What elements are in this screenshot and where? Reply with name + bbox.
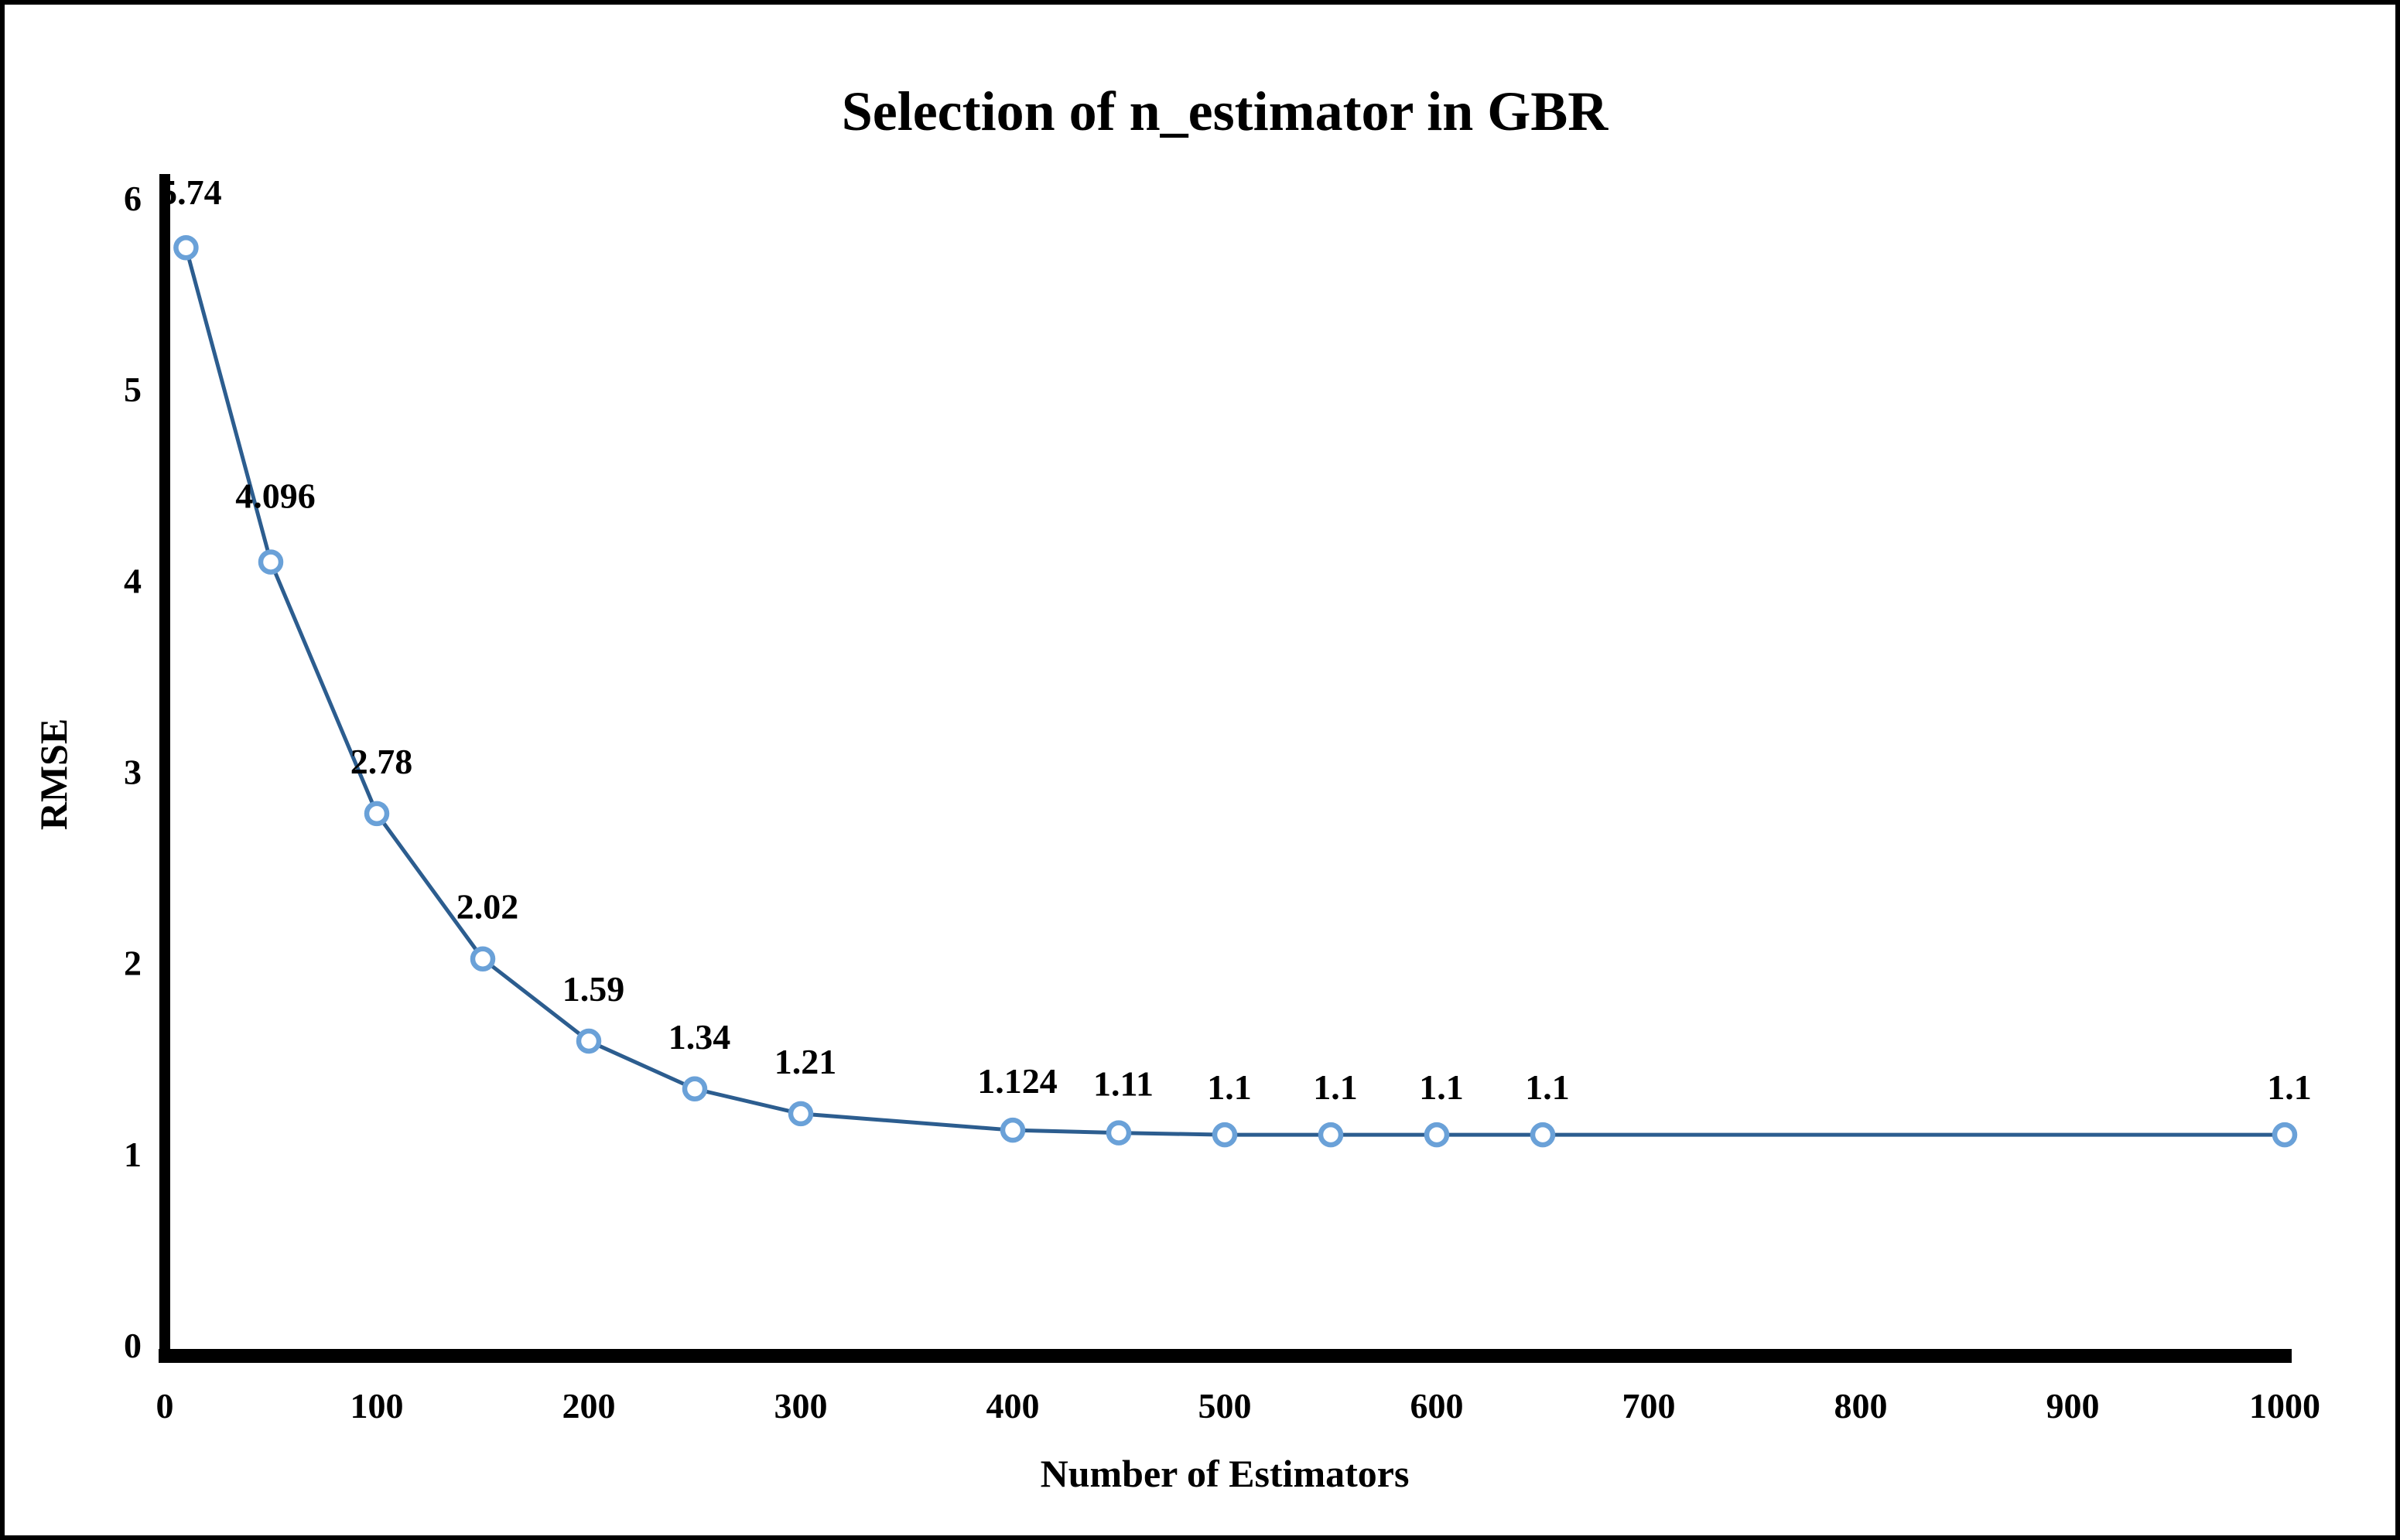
y-tick-label: 2: [124, 944, 142, 983]
data-point-label: 4.096: [235, 476, 316, 516]
x-tick-label: 700: [1622, 1386, 1676, 1426]
x-tick-label: 1000: [2249, 1386, 2320, 1426]
x-tick-label: 300: [774, 1386, 828, 1426]
x-tick-label: 800: [1834, 1386, 1888, 1426]
chart-title: Selection of n_estimator in GBR: [842, 80, 1609, 142]
data-point-marker: [788, 1101, 814, 1127]
y-tick-label: 5: [124, 370, 142, 409]
data-point-label: 1.124: [977, 1061, 1058, 1101]
data-labels: 5.74 4.096 2.78 2.02 1.59 1.34 1.21 1.124 1.11 1.…: [159, 172, 2312, 1107]
x-tick-label: 600: [1410, 1386, 1464, 1426]
data-point-label: 1.11: [1093, 1064, 1154, 1104]
data-point-marker: [1318, 1122, 1344, 1148]
y-tick-label: 4: [124, 561, 142, 600]
x-tick-label: 900: [2046, 1386, 2100, 1426]
x-tick-label: 0: [156, 1386, 174, 1426]
data-point-marker: [258, 549, 284, 575]
data-point-marker: [2272, 1122, 2298, 1148]
data-point-label: 1.59: [562, 969, 625, 1009]
x-axis-title: Number of Estimators: [1041, 1452, 1410, 1495]
y-tick-label: 0: [124, 1326, 142, 1365]
data-point-marker: [1212, 1122, 1238, 1148]
x-axis-line: [159, 1349, 2292, 1363]
y-tick-label: 6: [124, 179, 142, 218]
data-point-marker: [1106, 1120, 1132, 1146]
data-point-marker: [1530, 1122, 1556, 1148]
x-tick-label: 200: [562, 1386, 616, 1426]
y-axis-line: [159, 174, 170, 1363]
data-point-label: 1.1: [1313, 1067, 1358, 1107]
data-point-marker: [682, 1076, 708, 1102]
data-point-marker: [576, 1028, 602, 1054]
x-tick-label: 400: [986, 1386, 1040, 1426]
data-point-marker: [470, 946, 496, 971]
data-markers: [173, 234, 2298, 1148]
data-line: [183, 247, 2285, 1137]
data-point-label: 1.34: [668, 1017, 731, 1057]
data-point-label: 1.1: [2267, 1067, 2312, 1107]
data-point-label: 1.1: [1207, 1067, 1252, 1107]
data-point-marker: [173, 234, 199, 261]
x-tick-label: 100: [350, 1386, 404, 1426]
data-point-label: 2.78: [350, 742, 413, 781]
data-point-label: 2.02: [456, 887, 519, 927]
data-point-label: 5.74: [159, 172, 222, 212]
y-tick-label: 3: [124, 752, 142, 791]
y-axis-title: RMSE: [32, 719, 75, 830]
y-tick-labels: 0 1 2 3 4 5 6: [124, 179, 142, 1365]
data-point-label: 1.1: [1525, 1067, 1570, 1107]
x-tick-label: 500: [1198, 1386, 1252, 1426]
data-point-marker: [364, 801, 390, 827]
data-point-label: 1.21: [774, 1042, 837, 1081]
data-point-label: 1.1: [1419, 1067, 1464, 1107]
rmse-line-chart: Selection of n_estimator in GBR RMSE Num…: [32, 80, 2321, 1495]
data-point-marker: [1424, 1122, 1450, 1148]
data-point-marker: [1000, 1117, 1026, 1143]
y-tick-label: 1: [124, 1135, 142, 1174]
x-tick-labels: 0 100 200 300 400 500 600 700 800 900 1000: [156, 1386, 2321, 1426]
